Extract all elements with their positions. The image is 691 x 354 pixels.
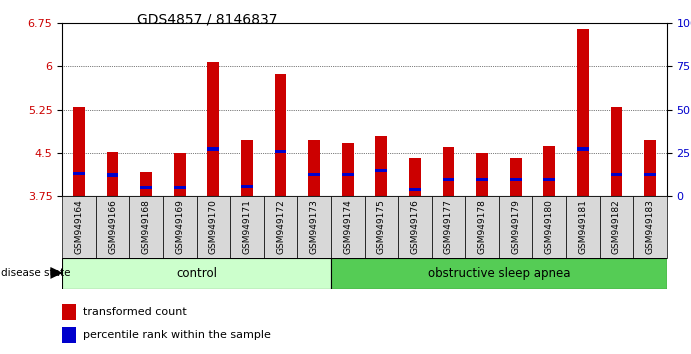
Bar bbox=[398, 196, 432, 258]
Text: GSM949169: GSM949169 bbox=[176, 200, 184, 255]
Text: GSM949172: GSM949172 bbox=[276, 200, 285, 254]
Bar bbox=[432, 196, 465, 258]
Bar bbox=[73, 172, 85, 175]
Bar bbox=[230, 196, 264, 258]
Bar bbox=[174, 186, 186, 189]
Bar bbox=[465, 196, 499, 258]
Text: GSM949177: GSM949177 bbox=[444, 200, 453, 255]
Bar bbox=[308, 173, 320, 176]
Bar bbox=[331, 258, 667, 289]
Text: transformed count: transformed count bbox=[83, 307, 187, 317]
Bar bbox=[499, 196, 533, 258]
Text: GSM949170: GSM949170 bbox=[209, 200, 218, 255]
Bar bbox=[375, 169, 387, 172]
Bar bbox=[533, 196, 566, 258]
Bar bbox=[476, 178, 488, 181]
Bar bbox=[342, 143, 354, 196]
Bar bbox=[633, 196, 667, 258]
Bar bbox=[140, 186, 152, 189]
Text: control: control bbox=[176, 267, 217, 280]
Bar bbox=[443, 147, 455, 196]
Text: GSM949168: GSM949168 bbox=[142, 200, 151, 255]
Bar bbox=[577, 148, 589, 151]
Bar bbox=[196, 196, 230, 258]
Bar bbox=[409, 188, 421, 191]
Text: GSM949173: GSM949173 bbox=[310, 200, 319, 255]
Bar bbox=[443, 178, 455, 181]
Text: GSM949175: GSM949175 bbox=[377, 200, 386, 255]
Text: disease state: disease state bbox=[1, 268, 71, 278]
Text: GSM949183: GSM949183 bbox=[645, 200, 654, 255]
Bar bbox=[543, 146, 555, 196]
Bar bbox=[510, 178, 522, 181]
Text: GSM949179: GSM949179 bbox=[511, 200, 520, 255]
Bar bbox=[274, 150, 286, 153]
Bar bbox=[543, 178, 555, 181]
Bar bbox=[140, 172, 152, 196]
Text: GSM949164: GSM949164 bbox=[75, 200, 84, 254]
Text: GSM949181: GSM949181 bbox=[578, 200, 587, 255]
Bar bbox=[644, 141, 656, 196]
Bar bbox=[62, 327, 76, 343]
Text: obstructive sleep apnea: obstructive sleep apnea bbox=[428, 267, 570, 280]
Polygon shape bbox=[50, 267, 63, 279]
Bar bbox=[274, 74, 286, 196]
Bar bbox=[566, 196, 600, 258]
Bar bbox=[62, 304, 76, 320]
Text: GDS4857 / 8146837: GDS4857 / 8146837 bbox=[137, 12, 278, 27]
Bar bbox=[365, 196, 398, 258]
Bar bbox=[331, 196, 365, 258]
Bar bbox=[73, 107, 85, 196]
Bar bbox=[644, 173, 656, 176]
Text: GSM949180: GSM949180 bbox=[545, 200, 553, 255]
Bar bbox=[207, 148, 219, 151]
Bar bbox=[62, 196, 96, 258]
Text: GSM949171: GSM949171 bbox=[243, 200, 252, 255]
Bar bbox=[409, 158, 421, 196]
Bar bbox=[241, 141, 253, 196]
Bar bbox=[96, 196, 129, 258]
Bar bbox=[577, 29, 589, 196]
Bar bbox=[106, 173, 118, 177]
Text: GSM949174: GSM949174 bbox=[343, 200, 352, 254]
Bar bbox=[342, 173, 354, 176]
Bar bbox=[600, 196, 633, 258]
Bar bbox=[264, 196, 297, 258]
Bar bbox=[611, 173, 623, 176]
Bar bbox=[129, 196, 163, 258]
Bar bbox=[62, 258, 331, 289]
Text: GSM949182: GSM949182 bbox=[612, 200, 621, 254]
Bar bbox=[611, 107, 623, 196]
Bar bbox=[241, 185, 253, 188]
Text: GSM949176: GSM949176 bbox=[410, 200, 419, 255]
Text: GSM949178: GSM949178 bbox=[477, 200, 486, 255]
Bar bbox=[174, 153, 186, 196]
Bar bbox=[207, 62, 219, 196]
Bar bbox=[163, 196, 196, 258]
Text: GSM949166: GSM949166 bbox=[108, 200, 117, 255]
Bar bbox=[510, 158, 522, 196]
Bar bbox=[476, 153, 488, 196]
Bar bbox=[308, 141, 320, 196]
Bar bbox=[297, 196, 331, 258]
Text: percentile rank within the sample: percentile rank within the sample bbox=[83, 330, 271, 340]
Bar bbox=[375, 136, 387, 196]
Bar bbox=[106, 152, 118, 196]
